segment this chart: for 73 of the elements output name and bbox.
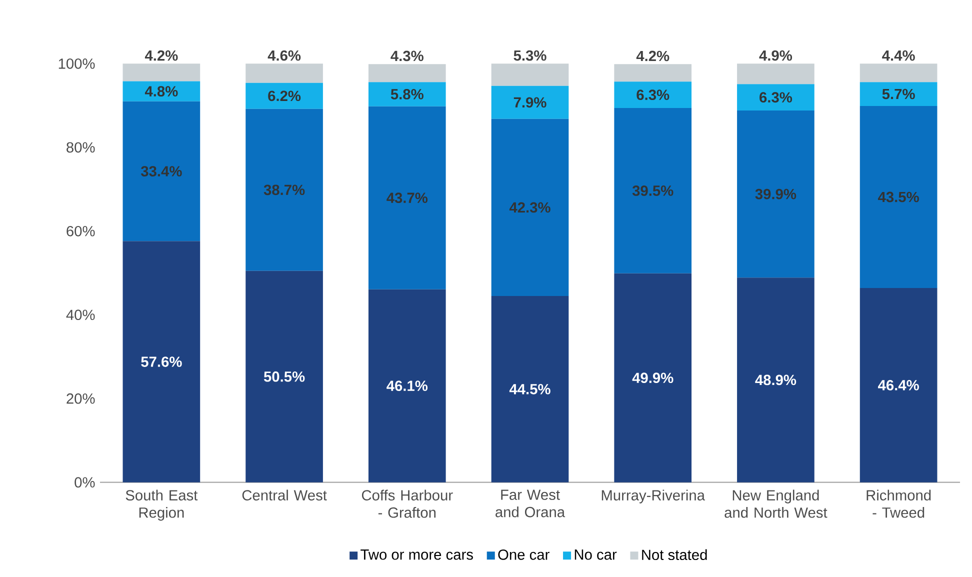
bar <box>122 64 200 82</box>
y-tick-label: 20% <box>66 393 95 404</box>
bar <box>246 270 323 482</box>
bar <box>737 84 814 111</box>
bar <box>860 64 938 82</box>
data-label: 7.9% <box>514 97 546 108</box>
data-label: 4.2% <box>636 50 670 62</box>
data-label: 42.3% <box>509 202 550 213</box>
y-tick-label: 80% <box>66 142 95 153</box>
data-label: 38.7% <box>264 184 305 196</box>
data-label: 4.6% <box>268 50 301 61</box>
bar <box>491 64 569 86</box>
bar <box>614 64 692 82</box>
bar <box>860 288 938 482</box>
bar <box>246 64 323 83</box>
data-label: 4.4% <box>882 50 915 61</box>
bar <box>614 108 692 274</box>
data-label: 5.3% <box>514 50 546 61</box>
bar <box>491 296 569 482</box>
bar <box>368 106 446 290</box>
bar <box>122 241 200 482</box>
data-label: 4.2% <box>144 50 178 61</box>
bar <box>737 64 814 84</box>
data-label: 50.5% <box>264 371 305 382</box>
data-label: 33.4% <box>140 166 182 176</box>
x-tick-label: Far West and Orana <box>496 490 566 518</box>
data-label: 46.1% <box>386 380 428 392</box>
bar <box>614 82 692 108</box>
y-tick-label: 60% <box>66 226 95 236</box>
bar <box>491 86 569 119</box>
bar <box>246 82 323 109</box>
bar <box>368 82 446 106</box>
bar <box>368 289 446 482</box>
data-label: 6.3% <box>636 90 670 100</box>
data-label: 43.5% <box>878 192 919 202</box>
bar <box>122 81 200 102</box>
y-tick-label: 100% <box>58 58 95 69</box>
x-tick-label: South East Region <box>126 490 198 521</box>
legend-label: Not stated <box>642 549 707 560</box>
y-tick-label: 40% <box>66 310 95 320</box>
bar <box>860 82 938 106</box>
bar <box>246 108 323 271</box>
data-label: 43.7% <box>386 192 428 204</box>
y-tick-label: 0% <box>74 477 95 488</box>
data-label: 6.3% <box>760 92 792 103</box>
x-tick-label: Central West <box>242 490 327 500</box>
data-label: 44.5% <box>509 384 550 394</box>
legend-label: One car <box>498 549 550 560</box>
data-label: 39.9% <box>755 188 796 200</box>
data-label: 46.4% <box>878 380 919 390</box>
x-tick-label: Coffs Harbour - Grafton <box>362 490 453 518</box>
data-label: 39.5% <box>632 186 674 196</box>
data-label: 48.9% <box>755 374 796 386</box>
bar <box>860 106 938 288</box>
data-label: 4.3% <box>390 50 424 62</box>
bar <box>737 110 814 278</box>
data-label: 6.2% <box>268 90 301 102</box>
bar <box>491 118 569 296</box>
data-label: 5.7% <box>882 88 915 100</box>
x-tick-label: Richmond - Tweed <box>866 490 931 518</box>
data-label: 57.6% <box>141 356 182 367</box>
legend-label: Two or more cars <box>360 550 473 560</box>
legend-label: No car <box>574 550 617 560</box>
data-label: 5.8% <box>390 89 424 100</box>
x-tick-label: Murray-Riverina <box>602 490 705 504</box>
x-tick-label: New England and North West <box>724 490 828 518</box>
bar <box>737 278 814 482</box>
bar <box>122 101 200 242</box>
bar <box>368 64 446 82</box>
data-label: 4.9% <box>759 50 792 61</box>
bar <box>614 273 692 482</box>
data-label: 4.8% <box>144 86 178 96</box>
data-label: 49.9% <box>632 372 674 384</box>
